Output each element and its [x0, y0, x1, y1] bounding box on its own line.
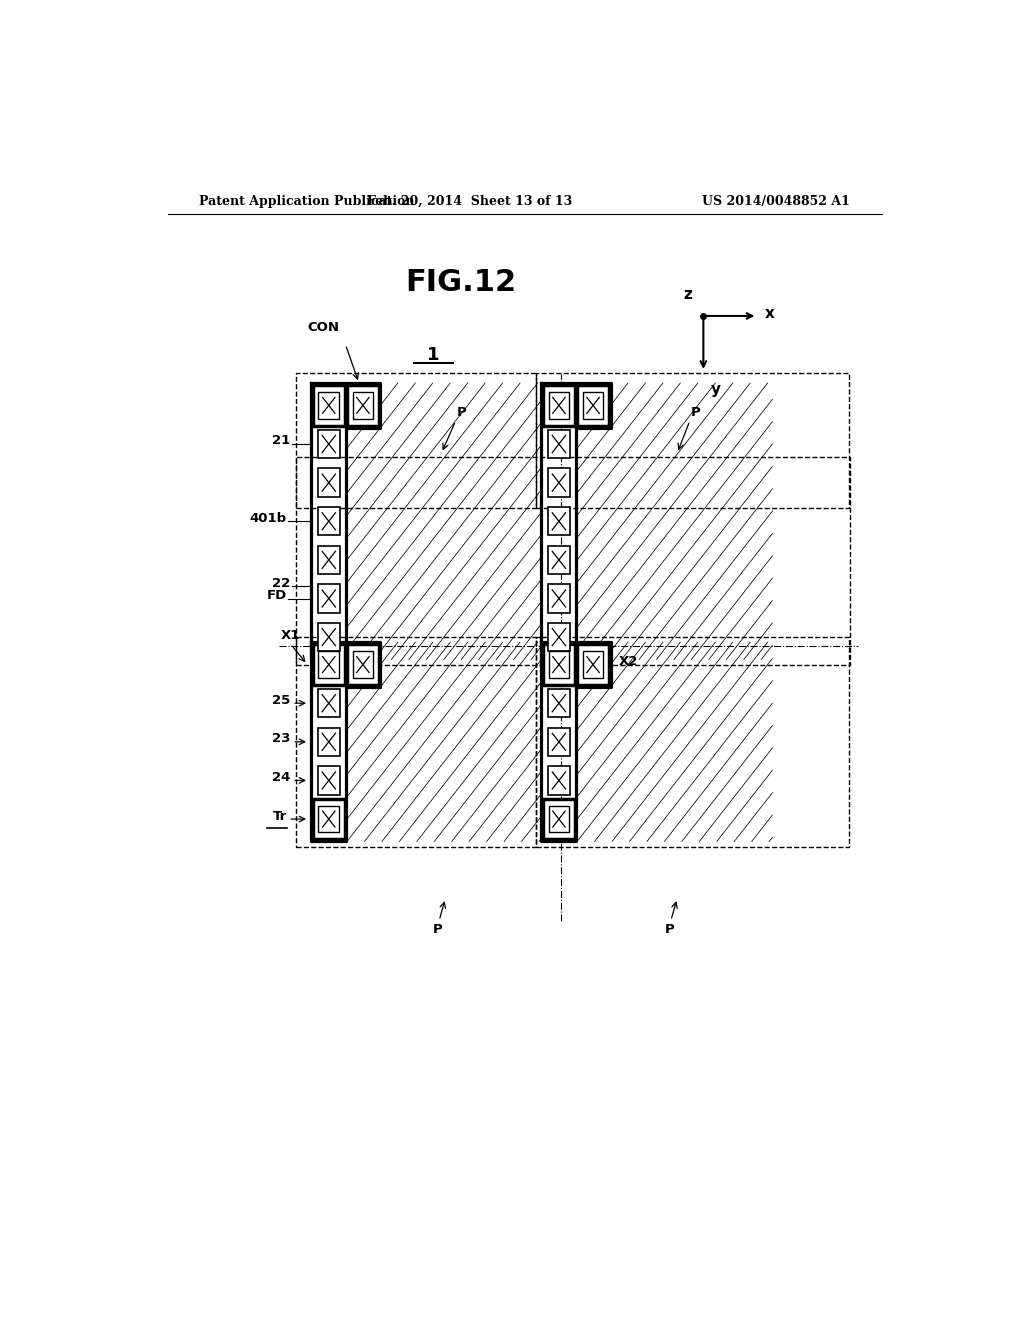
Bar [296, 638, 536, 846]
Bar [543, 385, 574, 426]
Bar [317, 727, 340, 756]
Bar [536, 638, 849, 846]
Text: P: P [665, 923, 674, 936]
Bar [296, 457, 850, 664]
Text: 401b: 401b [250, 512, 287, 525]
Bar [548, 727, 570, 756]
Bar [317, 507, 340, 536]
Bar [317, 766, 340, 795]
Bar [317, 689, 340, 718]
Bar [549, 805, 569, 833]
Bar [548, 545, 570, 574]
Text: 21: 21 [272, 434, 291, 447]
Text: FD: FD [266, 589, 287, 602]
Bar [347, 385, 379, 426]
Bar [548, 766, 570, 795]
Bar [548, 585, 570, 612]
Text: Feb. 20, 2014  Sheet 13 of 13: Feb. 20, 2014 Sheet 13 of 13 [367, 194, 571, 207]
Bar [548, 623, 570, 651]
Bar [317, 623, 340, 651]
Text: CON: CON [307, 321, 339, 334]
Bar [536, 372, 849, 508]
Bar [548, 430, 570, 458]
Bar [317, 585, 340, 612]
Bar [578, 385, 609, 426]
Text: x: x [765, 306, 775, 321]
Text: FIG.12: FIG.12 [406, 268, 517, 297]
Bar [548, 507, 570, 536]
Text: 22: 22 [272, 577, 291, 590]
Text: P: P [690, 405, 700, 418]
Text: X1: X1 [281, 630, 300, 643]
Bar [317, 469, 340, 496]
Bar [313, 644, 345, 685]
Bar [543, 644, 574, 685]
Bar [548, 469, 570, 496]
Text: 23: 23 [272, 733, 291, 746]
Bar [313, 799, 345, 840]
Bar [317, 545, 340, 574]
Text: y: y [712, 381, 721, 397]
Bar [318, 651, 339, 677]
Bar [318, 805, 339, 833]
Bar [549, 651, 569, 677]
Bar [543, 799, 574, 840]
Text: Tr: Tr [272, 809, 287, 822]
Text: US 2014/0048852 A1: US 2014/0048852 A1 [702, 194, 850, 207]
Text: P: P [432, 923, 442, 936]
Text: Patent Application Publication: Patent Application Publication [200, 194, 415, 207]
Bar [583, 651, 603, 677]
Text: z: z [683, 286, 692, 302]
Text: P: P [457, 405, 466, 418]
Text: X2: X2 [618, 655, 638, 668]
Bar [352, 392, 373, 418]
Bar [317, 430, 340, 458]
Text: 24: 24 [272, 771, 291, 784]
Text: 1: 1 [427, 346, 439, 363]
Bar [318, 392, 339, 418]
Bar [313, 385, 345, 426]
Bar [352, 651, 373, 677]
Text: 25: 25 [272, 693, 291, 706]
Bar [347, 644, 379, 685]
Bar [578, 644, 609, 685]
Bar [549, 392, 569, 418]
Bar [548, 689, 570, 718]
Bar [296, 372, 536, 508]
Bar [583, 392, 603, 418]
